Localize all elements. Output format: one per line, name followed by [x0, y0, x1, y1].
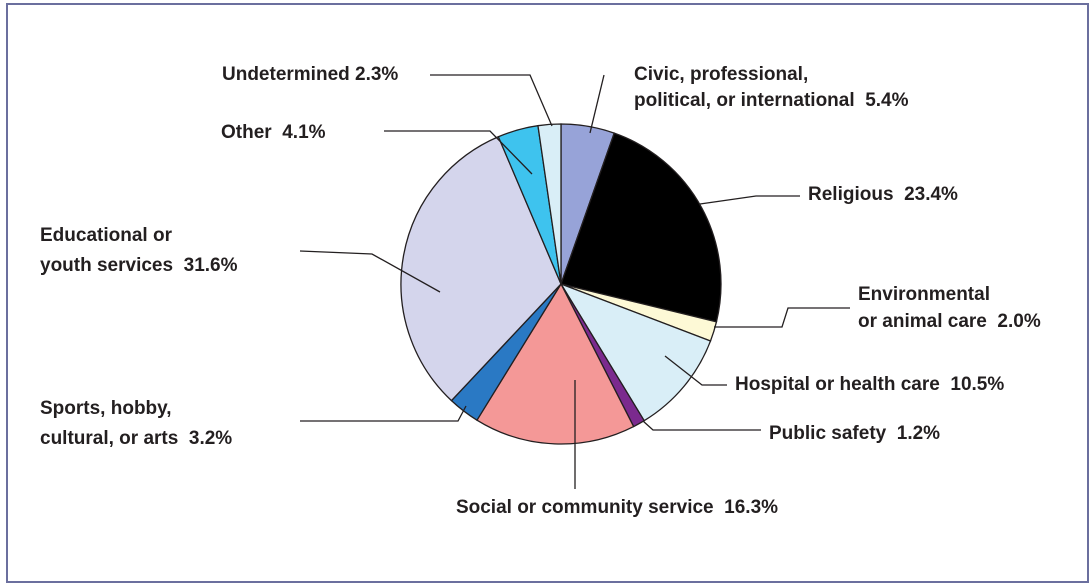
slice-label-2-line-0: Environmental	[858, 284, 990, 305]
pie-slice-9	[537, 123, 562, 285]
pie-slice-7	[400, 135, 562, 402]
leader-line-7	[299, 250, 441, 293]
leader-line-4	[642, 420, 761, 431]
leader-line-0	[589, 74, 605, 134]
slice-label-7-line-1: youth services 31.6%	[40, 255, 238, 276]
slice-label-4-line-0: Public safety 1.2%	[769, 423, 940, 444]
slice-label-5-line-0: Social or community service 16.3%	[456, 497, 778, 518]
leader-line-3	[664, 355, 727, 386]
slice-label-9-line-0: Undetermined 2.3%	[222, 64, 398, 85]
pie-slice-3	[559, 282, 712, 422]
pie-slice-1	[560, 132, 722, 323]
slice-label-0-line-0: Civic, professional,	[634, 64, 808, 85]
slice-label-7-line-0: Educational or	[40, 225, 173, 246]
slice-label-2-line-1: or animal care 2.0%	[858, 311, 1041, 332]
slice-label-6-line-1: cultural, or arts 3.2%	[40, 428, 232, 449]
pie-slices	[400, 123, 722, 445]
slice-label-0-line-1: political, or international 5.4%	[634, 90, 909, 111]
slice-label-1-line-0: Religious 23.4%	[808, 184, 958, 205]
slice-labels: Civic, professional, political, or intern…	[40, 64, 1041, 518]
leader-line-9	[430, 74, 553, 127]
leader-line-2	[714, 307, 850, 328]
leader-line-8	[384, 130, 533, 175]
slice-label-8-line-0: Other 4.1%	[221, 122, 326, 143]
pie-slice-5	[476, 282, 635, 445]
leader-line-1	[699, 195, 800, 205]
slice-label-6-line-0: Sports, hobby,	[40, 398, 172, 419]
leader-line-6	[300, 405, 467, 422]
leader-lines	[299, 74, 850, 489]
slice-label-3-line-0: Hospital or health care 10.5%	[735, 374, 1004, 395]
